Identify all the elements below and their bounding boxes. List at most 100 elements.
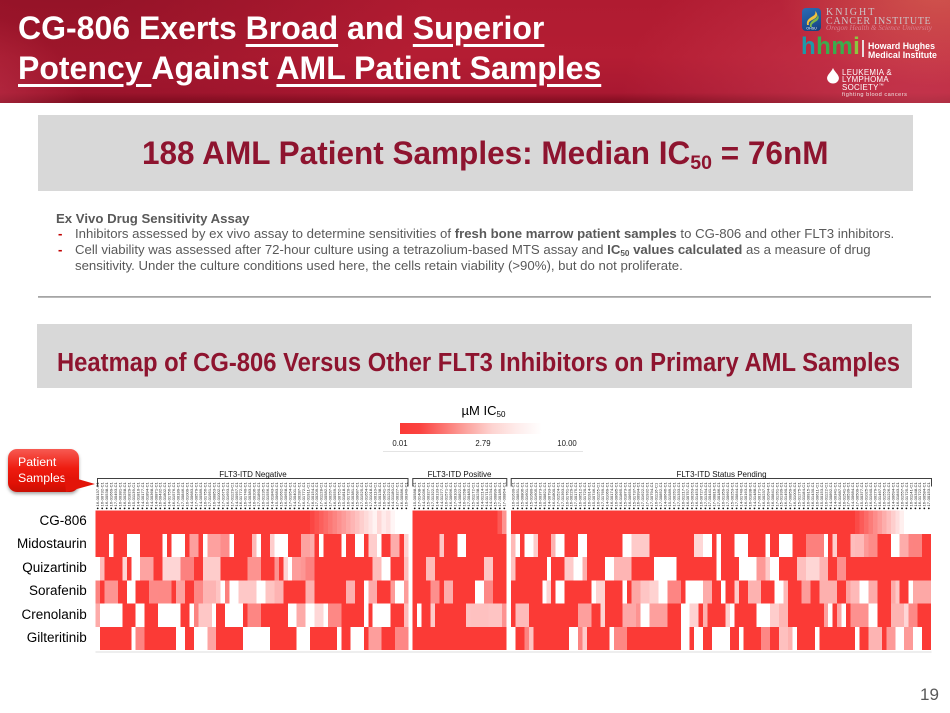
svg-text:17-00483-C1: 17-00483-C1 [466,481,471,506]
svg-text:16-00559-C1: 16-00559-C1 [332,481,337,506]
svg-text:14-00646-C1: 14-00646-C1 [663,481,668,506]
svg-text:16-00757-C1: 16-00757-C1 [685,481,690,506]
svg-text:15-00327-C1: 15-00327-C1 [426,481,431,506]
svg-text:14-00871-C1: 14-00871-C1 [153,481,158,506]
svg-text:15-00746-C1: 15-00746-C1 [591,481,596,506]
svg-text:16-00685-C1: 16-00685-C1 [613,481,618,506]
svg-text:16-00658-C1: 16-00658-C1 [283,481,288,506]
svg-text:16-00841-C1: 16-00841-C1 [770,481,775,506]
svg-text:16-01541-C1: 16-01541-C1 [841,481,846,506]
svg-text:15-00831-C1: 15-00831-C1 [515,481,520,506]
svg-text:16-01800-C1: 16-01800-C1 [551,481,556,506]
svg-text:16-01838-C1: 16-01838-C1 [747,481,752,506]
svg-text:14-00368-C1: 14-00368-C1 [149,481,154,506]
svg-text:16-01223-C1: 16-01223-C1 [386,481,391,506]
svg-text:17-00103-C1: 17-00103-C1 [452,481,457,506]
svg-text:17-01890-C1: 17-01890-C1 [256,481,261,506]
svg-text:14-00892-C1: 14-00892-C1 [828,481,833,506]
svg-text:16-00586-C1: 16-00586-C1 [399,481,404,506]
svg-text:14-01710-C1: 14-01710-C1 [484,481,489,506]
svg-text:14-01180-C1: 14-01180-C1 [390,482,395,507]
svg-text:15-01339-C1: 15-01339-C1 [779,481,784,506]
svg-text:16-01802-C1: 16-01802-C1 [162,481,167,506]
svg-text:16-00853-C1: 16-00853-C1 [211,481,216,506]
svg-text:16-01453-C1: 16-01453-C1 [694,481,699,506]
svg-text:16-00163-C1: 16-00163-C1 [743,481,748,506]
svg-text:17-01675-C1: 17-01675-C1 [220,481,225,506]
svg-text:17-00171-C1: 17-00171-C1 [756,481,761,506]
svg-text:14-01214-C1: 14-01214-C1 [479,481,484,506]
svg-text:17-00186-C1: 17-00186-C1 [716,481,721,506]
svg-text:16-01669-C1: 16-01669-C1 [109,481,114,506]
svg-text:17-01261-C1: 17-01261-C1 [774,481,779,506]
svg-text:16-01122-C1: 16-01122-C1 [823,482,828,507]
svg-text:14-00177-C1: 14-00177-C1 [140,481,145,506]
svg-text:16-01155-C1: 16-01155-C1 [596,482,601,507]
svg-text:16-01772-C1: 16-01772-C1 [301,481,306,506]
svg-text:16-00154-C1: 16-00154-C1 [310,481,315,506]
svg-text:16-00373-C1: 16-00373-C1 [537,481,542,506]
svg-text:16-01687-C1: 16-01687-C1 [837,481,842,506]
svg-text:15-01662-C1: 15-01662-C1 [279,481,284,506]
svg-text:16-01217-C1: 16-01217-C1 [680,481,685,506]
svg-text:16-01630-C1: 16-01630-C1 [511,481,516,506]
svg-text:16-01761-C1: 16-01761-C1 [564,481,569,506]
svg-text:14-00401-C1: 14-00401-C1 [292,481,297,506]
svg-text:17-00509-C1: 17-00509-C1 [855,481,860,506]
svg-text:14-01488-C1: 14-01488-C1 [752,481,757,506]
svg-text:14-01843-C1: 14-01843-C1 [270,481,275,506]
svg-text:17-01932-C1: 17-01932-C1 [645,481,650,506]
svg-text:16-01235-C1: 16-01235-C1 [261,481,266,506]
svg-text:17-01911-C1: 17-01911-C1 [305,482,310,507]
svg-text:14-00694-C1: 14-00694-C1 [890,481,895,506]
svg-text:16-00349-C1: 16-00349-C1 [404,481,409,506]
svg-text:17-00864-C1: 17-00864-C1 [502,481,507,506]
svg-text:17-00846-C1: 17-00846-C1 [180,481,185,506]
svg-text:17-00539-C1: 17-00539-C1 [846,481,851,506]
svg-text:17-00189-C1: 17-00189-C1 [497,481,502,506]
svg-text:16-00696-C1: 16-00696-C1 [448,481,453,506]
svg-text:17-00153-C1: 17-00153-C1 [926,481,931,506]
svg-text:16-00512-C1: 16-00512-C1 [578,481,583,506]
svg-text:16-00432-C1: 16-00432-C1 [158,481,163,506]
svg-text:16-01490-C1: 16-01490-C1 [783,481,788,506]
svg-text:17-01128-C1: 17-01128-C1 [319,482,324,507]
svg-text:17-00852-C1: 17-00852-C1 [658,481,663,506]
svg-text:16-01553-C1: 16-01553-C1 [882,481,887,506]
svg-text:16-01865-C1: 16-01865-C1 [618,481,623,506]
svg-text:14-00589-C1: 14-00589-C1 [198,481,203,506]
svg-text:14-01740-C1: 14-01740-C1 [739,481,744,506]
svg-text:16-00541-C1: 16-00541-C1 [381,481,386,506]
svg-text:15-00683-C1: 15-00683-C1 [274,481,279,506]
svg-text:16-00727-C1: 16-00727-C1 [698,481,703,506]
svg-text:16-00582-C1: 16-00582-C1 [323,481,328,506]
svg-text:16-00994-C1: 16-00994-C1 [636,481,641,506]
svg-text:16-01601-C1: 16-01601-C1 [524,481,529,506]
svg-text:17-00859-C1: 17-00859-C1 [788,481,793,506]
svg-text:OHSU: OHSU [806,27,817,31]
svg-text:16-00732-C1: 16-00732-C1 [100,481,105,506]
svg-text:16-01430-C1: 16-01430-C1 [810,481,815,506]
svg-text:17-00209-C1: 17-00209-C1 [314,481,319,506]
svg-text:16-01772-C1: 16-01772-C1 [238,481,243,506]
svg-text:15-00153-C1: 15-00153-C1 [819,481,824,506]
svg-text:16-01009-C1: 16-01009-C1 [792,481,797,506]
svg-text:17-00493-C1: 17-00493-C1 [113,481,118,506]
svg-text:14-01756-C1: 14-01756-C1 [167,481,172,506]
svg-text:17-00794-C1: 17-00794-C1 [649,481,654,506]
svg-text:16-01722-C1: 16-01722-C1 [917,481,922,506]
svg-text:16-00381-C1: 16-00381-C1 [118,481,123,506]
svg-text:16-01894-C1: 16-01894-C1 [144,481,149,506]
svg-text:16-01359-C1: 16-01359-C1 [721,481,726,506]
svg-text:17-00819-C1: 17-00819-C1 [712,481,717,506]
svg-text:14-00383-C1: 14-00383-C1 [247,481,252,506]
svg-text:17-01129-C1: 17-01129-C1 [229,482,234,507]
svg-text:14-00133-C1: 14-00133-C1 [435,481,440,506]
svg-text:16-00659-C1: 16-00659-C1 [627,481,632,506]
svg-text:15-00806-C1: 15-00806-C1 [520,481,525,506]
svg-text:16-00229-C1: 16-00229-C1 [569,481,574,506]
svg-text:16-01940-C1: 16-01940-C1 [868,481,873,506]
svg-text:14-01234-C1: 14-01234-C1 [488,481,493,506]
svg-text:16-01654-C1: 16-01654-C1 [363,481,368,506]
svg-text:17-00267-C1: 17-00267-C1 [328,481,333,506]
